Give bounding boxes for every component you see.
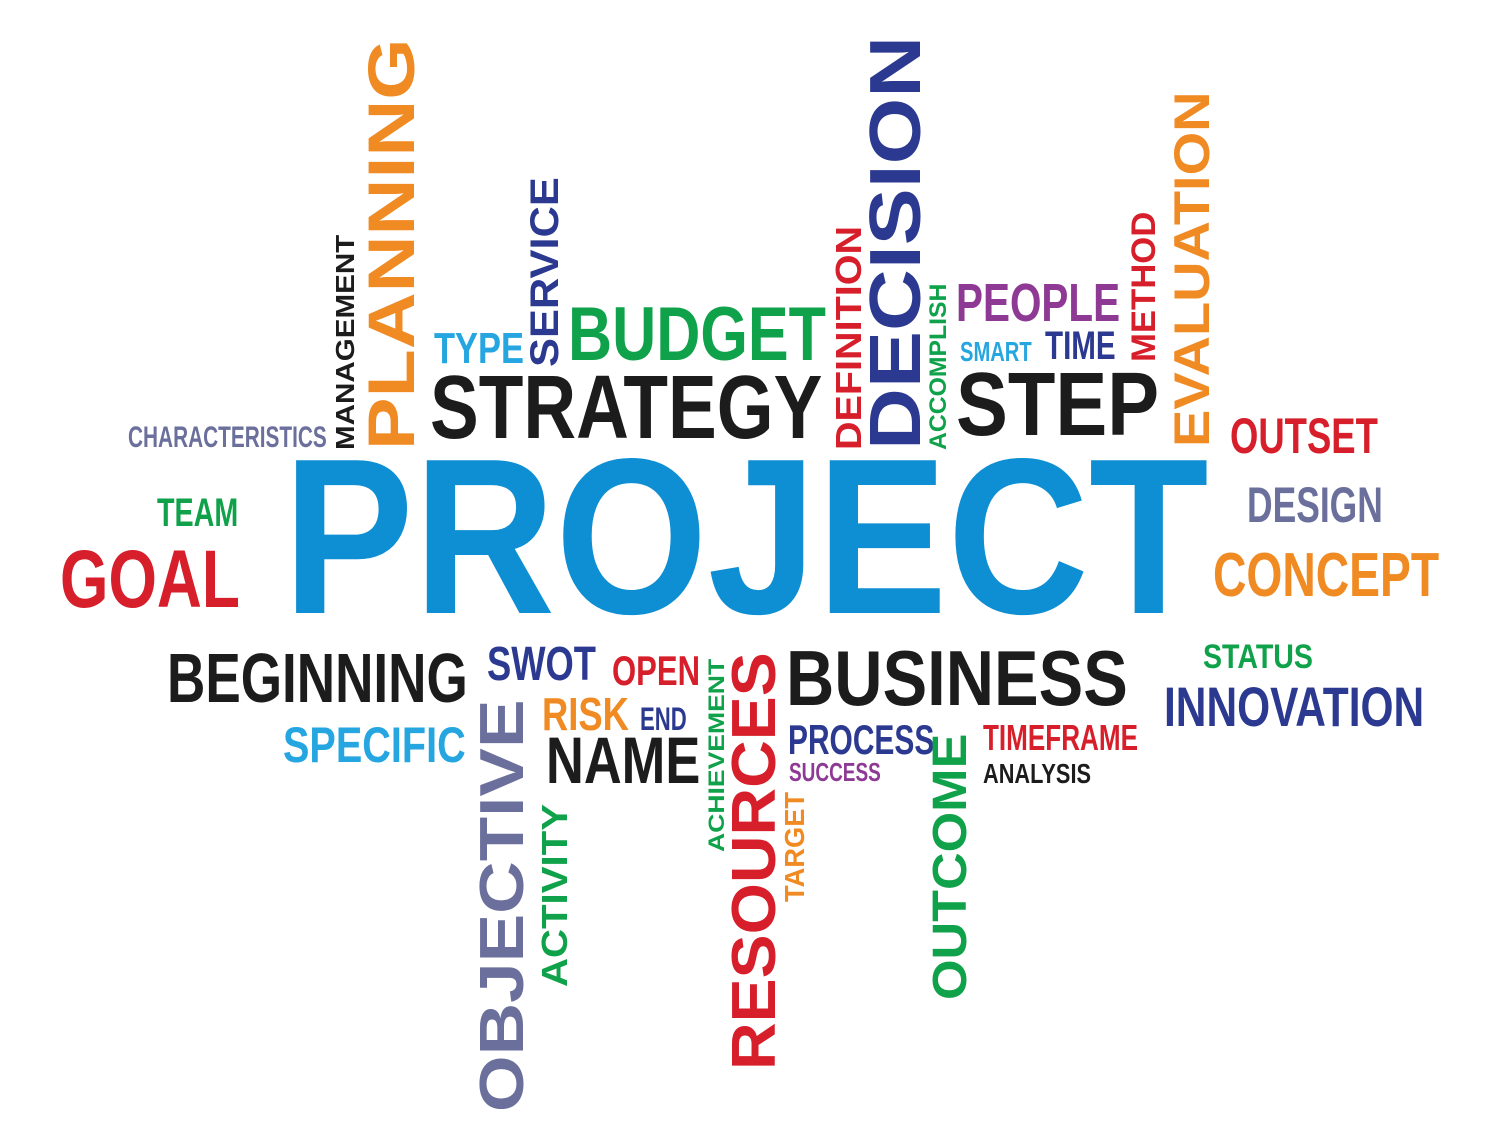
word-success: SUCCESS [789,757,881,788]
word-people: PEOPLE [956,272,1121,333]
word-end: END [640,700,687,737]
word-project: PROJECT [283,412,1209,661]
word-status: STATUS [1203,637,1313,676]
word-objective: OBJECTIVE [468,699,538,1112]
word-business: BUSINESS [786,634,1128,723]
word-smart: SMART [960,335,1032,367]
word-decision: DECISION [856,35,937,451]
word-service: SERVICE [523,177,568,367]
word-risk: RISK [542,688,629,741]
word-name: NAME [546,723,701,798]
word-process: PROCESS [788,716,935,764]
word-outset: OUTSET [1230,407,1378,464]
word-team: TEAM [157,491,239,536]
word-innovation: INNOVATION [1164,675,1425,739]
word-timeframe: TIMEFRAME [983,717,1138,759]
word-budget: BUDGET [568,291,826,377]
word-activity: ACTIVITY [534,803,576,987]
word-open: OPEN [612,647,701,695]
word-accomplish: ACCOMPLISH [925,283,953,450]
word-outcome: OUTCOME [923,733,977,1000]
word-step: STEP [956,354,1160,455]
word-specific: SPECIFIC [283,716,466,773]
word-characteristics: CHARACTERISTICS [128,421,327,455]
word-type: TYPE [434,323,524,373]
word-target: TARGET [778,791,810,902]
word-concept: CONCEPT [1213,541,1440,611]
word-design: DESIGN [1247,476,1383,533]
word-planning: PLANNING [354,38,429,450]
word-strategy: STRATEGY [430,357,823,458]
word-swot: SWOT [487,637,596,691]
word-method: METHOD [1124,211,1163,362]
word-management: MANAGEMENT [330,234,361,450]
word-resources: RESOURCES [720,652,790,1070]
word-analysis: ANALYSIS [983,757,1092,789]
word-time: TIME [1045,324,1116,369]
word-evaluation: EVALUATION [1163,91,1220,448]
word-goal: GOAL [60,534,240,626]
word-beginning: BEGINNING [167,638,468,717]
